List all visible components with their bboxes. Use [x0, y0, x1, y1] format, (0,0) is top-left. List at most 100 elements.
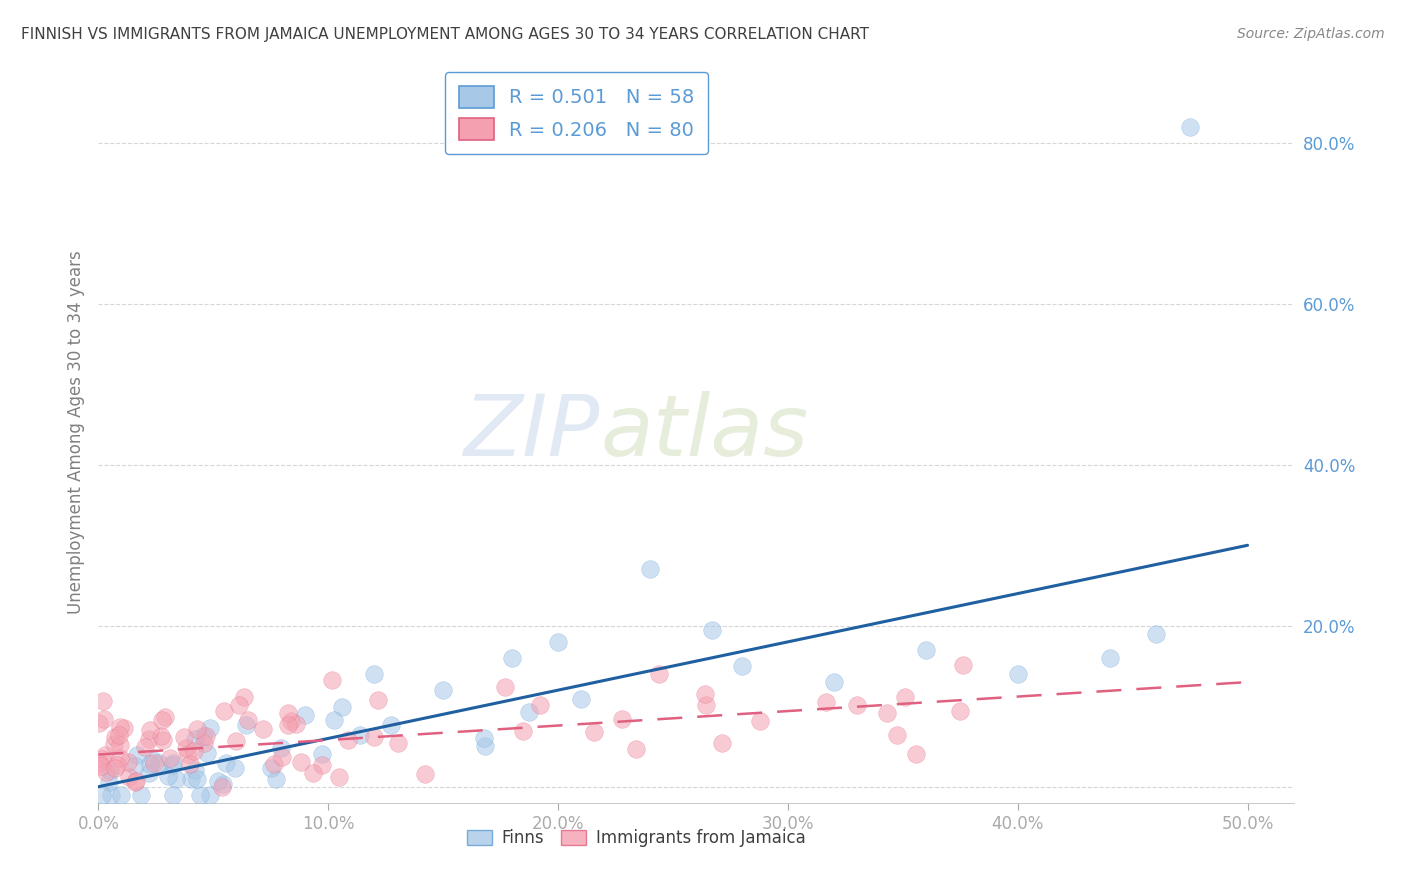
Point — [731, 659, 754, 673]
Point — [104, 730, 127, 744]
Point — [193, 736, 215, 750]
Point — [823, 675, 845, 690]
Point — [349, 728, 371, 742]
Point — [894, 690, 917, 704]
Point — [139, 723, 162, 737]
Point — [1144, 627, 1167, 641]
Point — [952, 658, 974, 673]
Point — [387, 736, 409, 750]
Point — [876, 706, 898, 720]
Point — [108, 720, 131, 734]
Point — [93, 712, 115, 726]
Point — [252, 722, 274, 736]
Text: ZIP: ZIP — [464, 391, 600, 475]
Point — [547, 635, 569, 649]
Point — [711, 736, 734, 750]
Point — [380, 718, 402, 732]
Point — [152, 733, 174, 747]
Point — [91, 694, 114, 708]
Point — [290, 755, 312, 769]
Point — [200, 788, 222, 802]
Point — [142, 756, 165, 770]
Point — [89, 716, 111, 731]
Point — [148, 756, 170, 770]
Point — [134, 740, 156, 755]
Point — [285, 717, 308, 731]
Point — [173, 731, 195, 745]
Point — [277, 718, 299, 732]
Point — [184, 732, 207, 747]
Point — [845, 698, 868, 712]
Point — [103, 737, 125, 751]
Point — [270, 749, 292, 764]
Point — [215, 756, 238, 770]
Point — [228, 698, 250, 712]
Point — [321, 673, 343, 687]
Point — [89, 756, 111, 771]
Point — [904, 747, 927, 761]
Point — [472, 731, 495, 746]
Point — [162, 756, 184, 771]
Point — [160, 758, 183, 772]
Point — [174, 741, 197, 756]
Point — [270, 741, 292, 756]
Point — [212, 704, 235, 718]
Point — [100, 788, 122, 802]
Point — [124, 759, 146, 773]
Point — [949, 704, 972, 718]
Point — [330, 700, 353, 714]
Point — [98, 774, 121, 789]
Point — [142, 753, 165, 767]
Point — [277, 706, 299, 720]
Point — [155, 709, 177, 723]
Point — [224, 761, 246, 775]
Point — [512, 723, 534, 738]
Point — [260, 761, 283, 775]
Point — [105, 758, 128, 772]
Point — [104, 761, 127, 775]
Point — [157, 768, 180, 782]
Point — [815, 694, 838, 708]
Point — [177, 747, 200, 762]
Point — [117, 770, 139, 784]
Point — [225, 734, 247, 748]
Point — [211, 780, 233, 794]
Point — [183, 744, 205, 758]
Point — [108, 728, 131, 742]
Point — [207, 774, 229, 789]
Point — [150, 729, 173, 743]
Point — [165, 772, 187, 786]
Point — [311, 757, 333, 772]
Point — [233, 690, 256, 705]
Point — [108, 738, 131, 752]
Point — [311, 747, 333, 761]
Point — [432, 683, 454, 698]
Point — [569, 692, 592, 706]
Point — [702, 623, 724, 637]
Point — [91, 752, 114, 766]
Point — [138, 765, 160, 780]
Point — [112, 721, 135, 735]
Point — [191, 729, 214, 743]
Point — [337, 733, 360, 747]
Point — [125, 773, 148, 788]
Point — [188, 788, 211, 802]
Point — [612, 712, 634, 726]
Point — [695, 687, 717, 701]
Point — [517, 705, 540, 719]
Point — [186, 723, 208, 737]
Point — [302, 765, 325, 780]
Point — [529, 698, 551, 712]
Point — [626, 741, 648, 756]
Point — [501, 651, 523, 665]
Text: Source: ZipAtlas.com: Source: ZipAtlas.com — [1237, 27, 1385, 41]
Point — [363, 730, 385, 744]
Point — [125, 747, 148, 762]
Point — [648, 667, 671, 681]
Point — [367, 693, 389, 707]
Point — [138, 731, 160, 746]
Point — [1178, 120, 1201, 134]
Point — [91, 788, 114, 802]
Y-axis label: Unemployment Among Ages 30 to 34 years: Unemployment Among Ages 30 to 34 years — [66, 251, 84, 615]
Point — [263, 757, 285, 772]
